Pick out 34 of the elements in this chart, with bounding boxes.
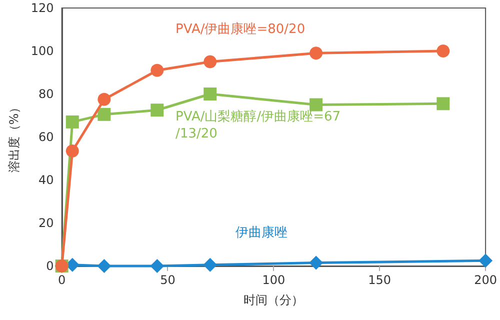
point (150, 64, 164, 77)
x-tick-label: 50 (160, 273, 176, 287)
point (436, 44, 450, 58)
y-axis-title: 溶出度（%） (7, 101, 21, 173)
series-label: PVA/山梨糖醇/伊曲康唑=67/13/20 (176, 110, 341, 142)
y-tick-label: 0 (46, 259, 54, 273)
point (66, 115, 79, 128)
point (309, 256, 324, 270)
y-tick-label: 100 (30, 44, 54, 58)
point (98, 92, 111, 106)
point (97, 259, 112, 273)
point (204, 55, 217, 68)
y-tick-label: 60 (38, 130, 54, 144)
point (310, 98, 323, 112)
series-label: PVA/伊曲康唑=80/20 (176, 22, 306, 37)
point (478, 254, 493, 268)
point (310, 46, 323, 60)
y-tick-label: 80 (38, 87, 54, 101)
point (203, 258, 218, 272)
point (150, 259, 164, 273)
x-tick-label: 200 (474, 273, 497, 287)
y-tick-label: 40 (38, 173, 54, 187)
x-tick-label: 100 (262, 273, 286, 287)
point (150, 104, 164, 117)
point (204, 88, 217, 100)
x-axis-title: 时间（分） (244, 293, 304, 307)
x-tick-label: 150 (368, 273, 392, 287)
x-tick-label: 0 (58, 273, 66, 287)
y-tick-label: 20 (38, 216, 54, 230)
point (436, 97, 450, 110)
point (66, 144, 79, 158)
series-label: 伊曲康唑 (235, 226, 288, 241)
point (98, 108, 111, 121)
y-tick-label: 120 (30, 1, 54, 15)
